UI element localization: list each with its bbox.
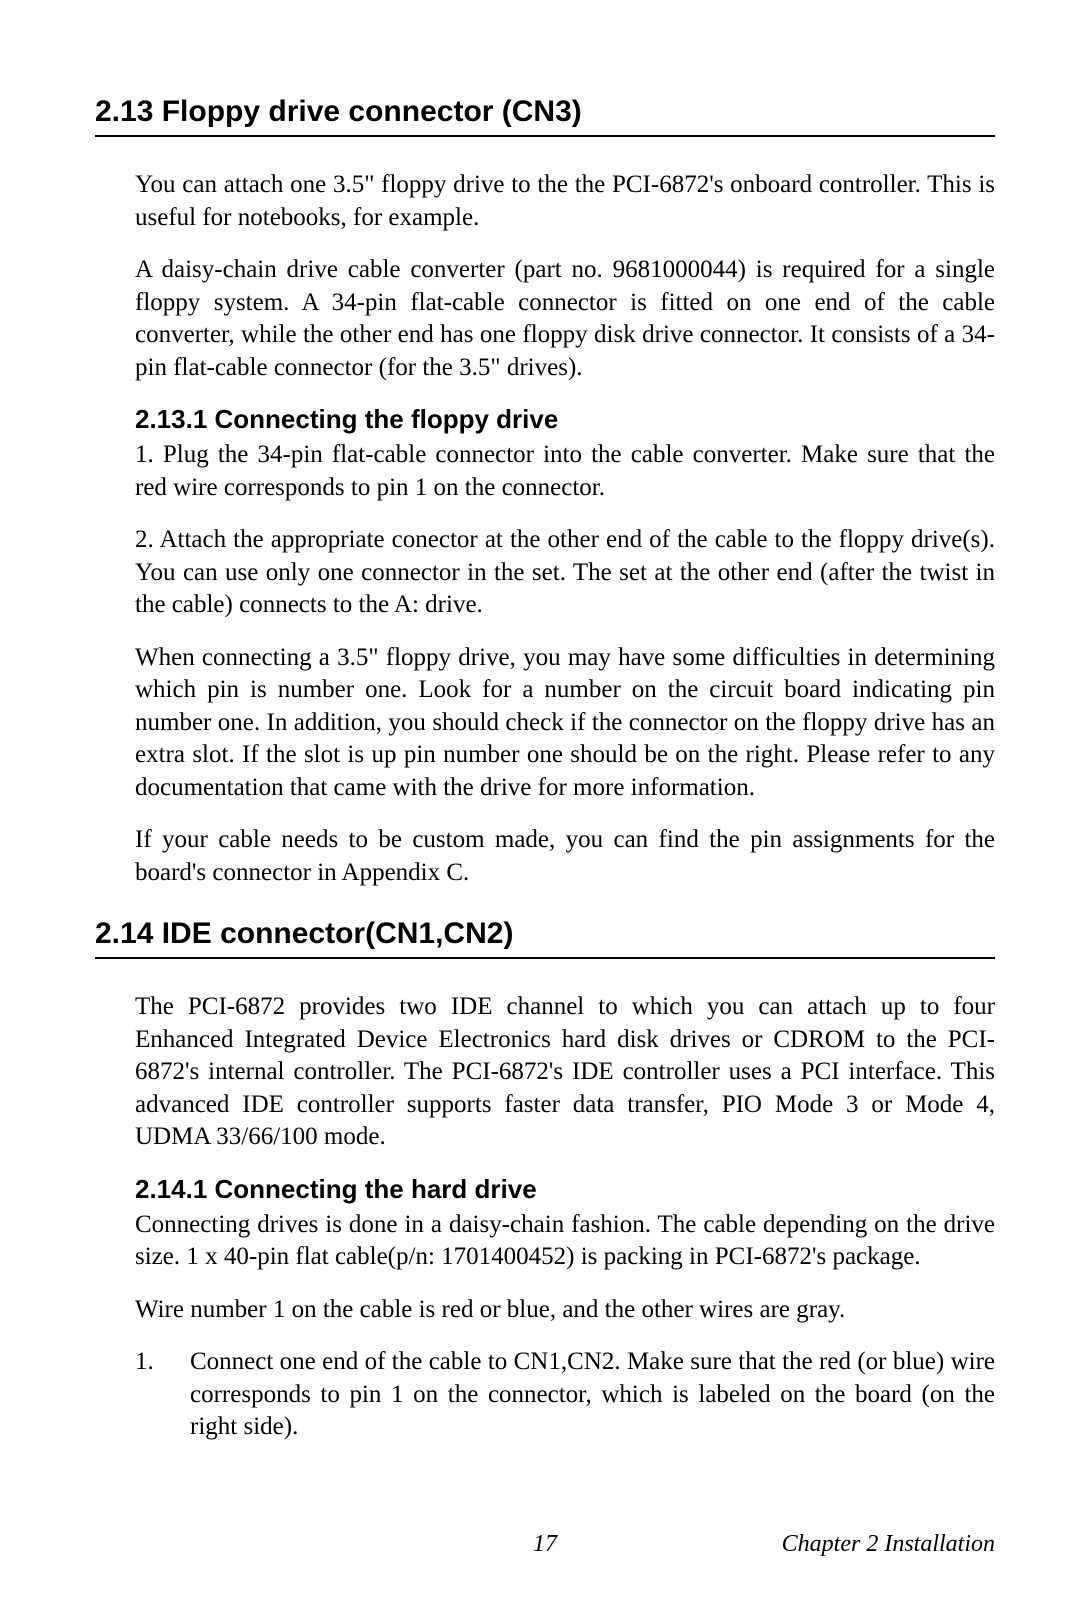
body-paragraph: A daisy-chain drive cable converter (par… xyxy=(135,254,995,384)
numbered-list-item: 1. Connect one end of the cable to CN1,C… xyxy=(135,1346,995,1444)
list-number: 1. xyxy=(135,1346,190,1444)
body-paragraph: Connecting drives is done in a daisy-cha… xyxy=(135,1209,995,1274)
body-paragraph: 2. Attach the appropriate conector at th… xyxy=(135,524,995,622)
subsection-heading-2141: 2.14.1 Connecting the hard drive xyxy=(135,1174,995,1205)
body-paragraph: You can attach one 3.5" floppy drive to … xyxy=(135,169,995,234)
section-heading-213: 2.13 Floppy drive connector (CN3) xyxy=(95,95,995,137)
body-paragraph: Wire number 1 on the cable is red or blu… xyxy=(135,1294,995,1327)
subsection-heading-2131: 2.13.1 Connecting the floppy drive xyxy=(135,404,995,435)
page-number: 17 xyxy=(533,1531,557,1558)
page-footer: 17 Chapter 2 Installation xyxy=(95,1531,995,1558)
body-paragraph: 1. Plug the 34-pin flat-cable connector … xyxy=(135,439,995,504)
list-content: Connect one end of the cable to CN1,CN2.… xyxy=(190,1346,995,1444)
body-paragraph: The PCI-6872 provides two IDE channel to… xyxy=(135,991,995,1154)
section-heading-214: 2.14 IDE connector(CN1,CN2) xyxy=(95,917,995,959)
body-paragraph: If your cable needs to be custom made, y… xyxy=(135,824,995,889)
body-paragraph: When connecting a 3.5" floppy drive, you… xyxy=(135,642,995,805)
chapter-label: Chapter 2 Installation xyxy=(782,1531,995,1558)
